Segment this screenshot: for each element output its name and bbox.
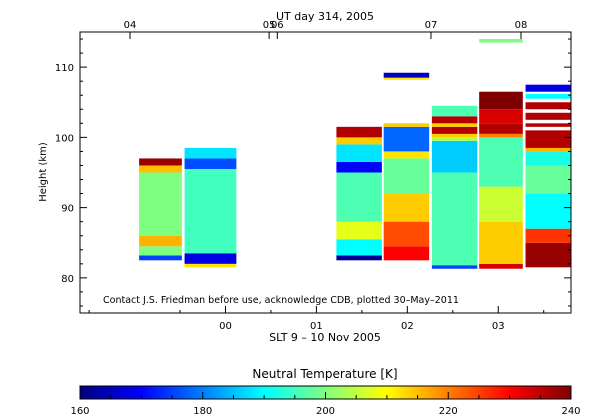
temperature-band bbox=[525, 130, 571, 148]
profile-column-6 bbox=[479, 39, 523, 269]
temperature-band bbox=[383, 123, 430, 127]
y-axis-label: Height (km) bbox=[38, 142, 49, 202]
x-axis-label: SLT 9 – 10 Nov 2005 bbox=[269, 331, 381, 344]
y-tick-label: 80 bbox=[61, 274, 74, 285]
temperature-band bbox=[479, 221, 523, 264]
temperature-band bbox=[139, 165, 182, 173]
top-tick-label: 07 bbox=[425, 20, 438, 31]
temperature-band bbox=[525, 102, 571, 110]
temperature-band bbox=[383, 72, 430, 78]
temperature-band bbox=[336, 239, 382, 256]
plot-annotation: Contact J.S. Friedman before use, acknow… bbox=[103, 295, 459, 306]
temperature-band bbox=[431, 105, 478, 117]
temperature-band bbox=[383, 126, 430, 152]
profile-column-2 bbox=[184, 147, 237, 268]
top-tick-label: 04 bbox=[124, 20, 137, 31]
temperature-band bbox=[479, 263, 523, 269]
top-tick-label: 08 bbox=[515, 20, 528, 31]
temperature-band bbox=[383, 246, 430, 261]
temperature-band bbox=[184, 147, 237, 159]
temperature-band bbox=[479, 123, 523, 134]
temperature-band bbox=[525, 84, 571, 92]
plot-frame bbox=[79, 31, 572, 314]
temperature-band bbox=[139, 172, 182, 236]
x-tick-label: 02 bbox=[401, 321, 414, 332]
temperature-band bbox=[336, 255, 382, 261]
temperature-band bbox=[139, 158, 182, 166]
y-tick-label: 100 bbox=[55, 133, 74, 144]
temperature-band bbox=[431, 265, 478, 269]
temperature-band bbox=[525, 112, 571, 120]
temperature-band bbox=[431, 123, 478, 127]
colorbar-tick-label: 240 bbox=[561, 406, 580, 417]
y-tick-label: 110 bbox=[55, 63, 74, 74]
temperature-band bbox=[383, 151, 430, 159]
temperature-profiles bbox=[139, 39, 571, 269]
temperature-band bbox=[479, 133, 523, 138]
colorbar-ticks: 160 180 200 220 240 bbox=[70, 392, 581, 417]
temperature-band bbox=[431, 137, 478, 141]
colorbar: Neutral Temperature [K] 160 180 200 220 240 bbox=[70, 367, 580, 417]
temperature-band bbox=[184, 263, 237, 268]
temperature-band bbox=[479, 137, 523, 187]
temperature-band bbox=[479, 39, 523, 43]
temperature-band bbox=[139, 235, 182, 247]
temperature-band bbox=[479, 186, 523, 222]
temperature-band bbox=[525, 93, 571, 99]
temperature-band bbox=[431, 126, 478, 134]
temperature-band bbox=[139, 246, 182, 256]
temperature-band bbox=[525, 123, 571, 127]
chart-title: UT day 314, 2005 bbox=[276, 10, 374, 23]
temperature-band bbox=[431, 133, 478, 138]
temperature-band bbox=[336, 221, 382, 240]
x-tick-label: 01 bbox=[310, 321, 323, 332]
temperature-band bbox=[525, 151, 571, 166]
temperature-band bbox=[336, 126, 382, 138]
profile-column-4 bbox=[383, 72, 430, 261]
temperature-band bbox=[525, 228, 571, 243]
temperature-band bbox=[431, 116, 478, 124]
y-tick-label: 90 bbox=[61, 204, 74, 215]
temperature-band bbox=[525, 193, 571, 229]
top-tick-label: 05 bbox=[263, 20, 276, 31]
colorbar-label: Neutral Temperature [K] bbox=[252, 367, 397, 381]
temperature-band bbox=[525, 242, 571, 268]
temperature-band bbox=[525, 147, 571, 152]
temperature-band bbox=[383, 158, 430, 194]
temperature-band bbox=[336, 144, 382, 162]
temperature-band bbox=[139, 255, 182, 261]
temperature-band bbox=[336, 172, 382, 222]
temperature-band bbox=[431, 140, 478, 173]
x-tick-label: 00 bbox=[219, 321, 232, 332]
temperature-band bbox=[184, 158, 237, 169]
colorbar-tick-label: 180 bbox=[193, 406, 212, 417]
temperature-band bbox=[431, 172, 478, 266]
colorbar-tick-label: 220 bbox=[439, 406, 458, 417]
temperature-band bbox=[184, 253, 237, 264]
temperature-band bbox=[383, 77, 430, 80]
temperature-band bbox=[336, 137, 382, 145]
x-tick-label: 03 bbox=[492, 321, 505, 332]
temperature-band bbox=[479, 109, 523, 124]
temperature-band bbox=[336, 161, 382, 173]
profile-column-5 bbox=[431, 105, 478, 269]
profile-column-7 bbox=[525, 84, 571, 268]
temperature-band bbox=[383, 221, 430, 247]
profile-column-3 bbox=[336, 126, 382, 261]
temperature-band bbox=[525, 165, 571, 194]
temperature-band bbox=[383, 193, 430, 222]
colorbar-tick-label: 160 bbox=[70, 406, 89, 417]
colorbar-tick-label: 200 bbox=[316, 406, 335, 417]
temperature-band bbox=[479, 91, 523, 110]
temperature-band bbox=[184, 168, 237, 254]
top-tick-label: 06 bbox=[271, 20, 284, 31]
profile-column-1 bbox=[139, 158, 182, 261]
